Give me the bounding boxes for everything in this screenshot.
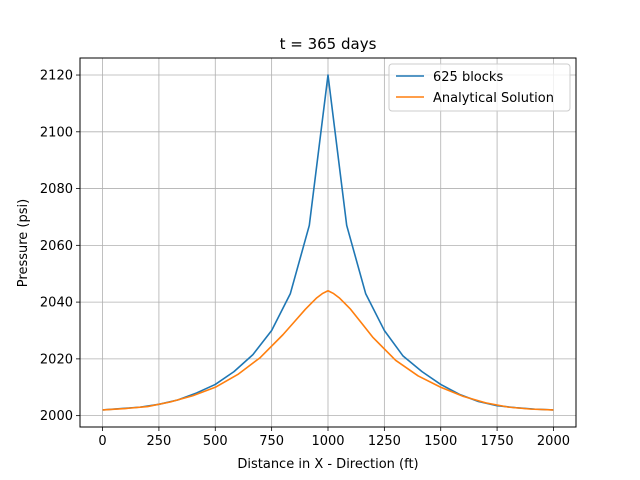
x-tick-label: 750 (259, 434, 284, 449)
x-tick-label: 2000 (537, 434, 570, 449)
series (102, 74, 554, 411)
chart-title: t = 365 days (280, 35, 377, 53)
x-tick-label: 1000 (311, 434, 344, 449)
x-tick-label: 1500 (424, 434, 457, 449)
y-tick-label: 2040 (40, 296, 73, 311)
legend-label-analytical-solution: Analytical Solution (433, 91, 554, 106)
x-tick-label: 500 (203, 434, 228, 449)
legend-box (388, 63, 571, 112)
legend: 625 blocks Analytical Solution (388, 63, 571, 112)
y-tick-label: 2020 (40, 352, 73, 367)
y-tick-label: 2080 (40, 182, 73, 197)
x-tick-label: 1250 (368, 434, 401, 449)
x-tick-label: 0 (98, 434, 106, 449)
grid (80, 58, 576, 427)
x-axis-label: Distance in X - Direction (ft) (237, 457, 418, 472)
ticks: 0 250 500 750 1000 1250 1500 1750 2000 2000 2020 20… (40, 69, 570, 449)
y-tick-label: 2060 (40, 239, 73, 254)
x-tick-label: 250 (146, 434, 171, 449)
x-tick-label: 1750 (481, 434, 514, 449)
y-tick-label: 2000 (40, 409, 73, 424)
series-line-analytical-solution (102, 289, 554, 411)
y-axis-label: Pressure (psi) (16, 199, 31, 287)
y-tick-label: 2120 (40, 69, 73, 84)
legend-label-625-blocks: 625 blocks (433, 70, 503, 85)
y-tick-label: 2100 (40, 125, 73, 140)
